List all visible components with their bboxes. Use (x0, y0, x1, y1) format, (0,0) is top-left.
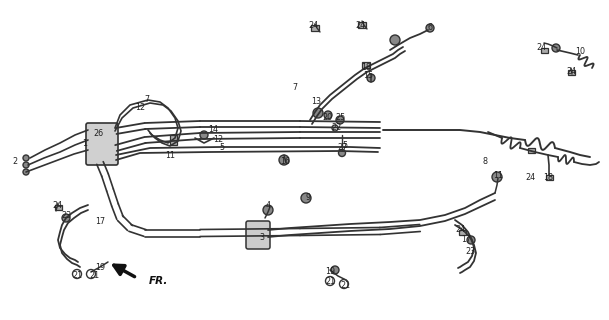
Text: 12: 12 (135, 103, 145, 113)
Text: 17: 17 (461, 236, 471, 244)
Circle shape (62, 214, 70, 222)
Circle shape (390, 35, 400, 45)
Text: 25: 25 (335, 114, 345, 123)
Bar (527, 148, 535, 153)
Text: 7: 7 (292, 84, 298, 92)
Text: 24: 24 (455, 226, 465, 235)
Circle shape (367, 74, 375, 82)
Text: 10: 10 (575, 47, 585, 57)
Circle shape (336, 116, 344, 124)
Text: 3: 3 (259, 234, 264, 243)
Circle shape (301, 193, 311, 203)
Text: 6: 6 (428, 23, 432, 33)
Circle shape (467, 236, 475, 244)
Text: 18: 18 (361, 63, 371, 73)
Text: 2: 2 (12, 157, 18, 166)
Circle shape (279, 155, 289, 165)
Text: 1: 1 (82, 139, 88, 148)
Text: 26: 26 (93, 130, 103, 139)
Text: 12: 12 (213, 134, 223, 143)
Text: 4: 4 (266, 202, 270, 211)
Circle shape (492, 172, 502, 182)
Text: 18: 18 (543, 173, 553, 182)
Text: 21: 21 (340, 281, 350, 290)
Circle shape (331, 266, 339, 274)
Bar (54, 204, 62, 210)
Text: 24: 24 (355, 20, 365, 29)
Text: 16: 16 (280, 157, 290, 166)
Circle shape (426, 24, 434, 32)
Text: 24: 24 (566, 68, 576, 76)
Text: 5: 5 (219, 143, 225, 153)
Circle shape (23, 155, 29, 161)
Circle shape (263, 205, 273, 215)
Bar (459, 229, 465, 235)
Bar (358, 22, 366, 28)
Text: 23: 23 (61, 212, 71, 220)
Text: 19: 19 (325, 268, 335, 276)
Text: 15: 15 (363, 70, 373, 79)
Text: 21: 21 (72, 270, 82, 279)
FancyBboxPatch shape (86, 123, 118, 165)
Bar (311, 25, 319, 31)
Text: 11: 11 (493, 171, 503, 180)
Text: 7: 7 (144, 95, 150, 105)
Text: 27: 27 (338, 143, 348, 153)
Circle shape (552, 44, 560, 52)
Text: 11: 11 (165, 150, 175, 159)
Text: 22: 22 (332, 124, 342, 132)
FancyBboxPatch shape (246, 221, 270, 249)
Text: 24: 24 (52, 201, 62, 210)
Circle shape (23, 169, 29, 175)
Circle shape (324, 111, 332, 119)
Text: 8: 8 (482, 157, 487, 166)
Bar (362, 62, 370, 68)
Text: 24: 24 (536, 44, 546, 52)
Text: 17: 17 (95, 218, 105, 227)
Text: 20: 20 (322, 113, 332, 122)
Text: 23: 23 (465, 247, 475, 257)
Bar (546, 174, 552, 180)
Circle shape (23, 162, 29, 168)
Text: 24: 24 (525, 173, 535, 182)
Text: 5: 5 (342, 141, 348, 150)
Bar (541, 47, 547, 52)
Text: 14: 14 (208, 125, 218, 134)
Circle shape (313, 108, 323, 118)
Text: 19: 19 (95, 263, 105, 273)
Text: 9: 9 (306, 194, 311, 203)
Bar (568, 69, 574, 75)
Text: 21: 21 (325, 277, 335, 286)
Bar (169, 135, 177, 145)
Circle shape (200, 131, 208, 139)
Text: 21: 21 (89, 270, 99, 279)
Text: FR.: FR. (149, 276, 168, 286)
Circle shape (339, 149, 345, 156)
Text: 13: 13 (311, 98, 321, 107)
Text: 24: 24 (308, 20, 318, 29)
